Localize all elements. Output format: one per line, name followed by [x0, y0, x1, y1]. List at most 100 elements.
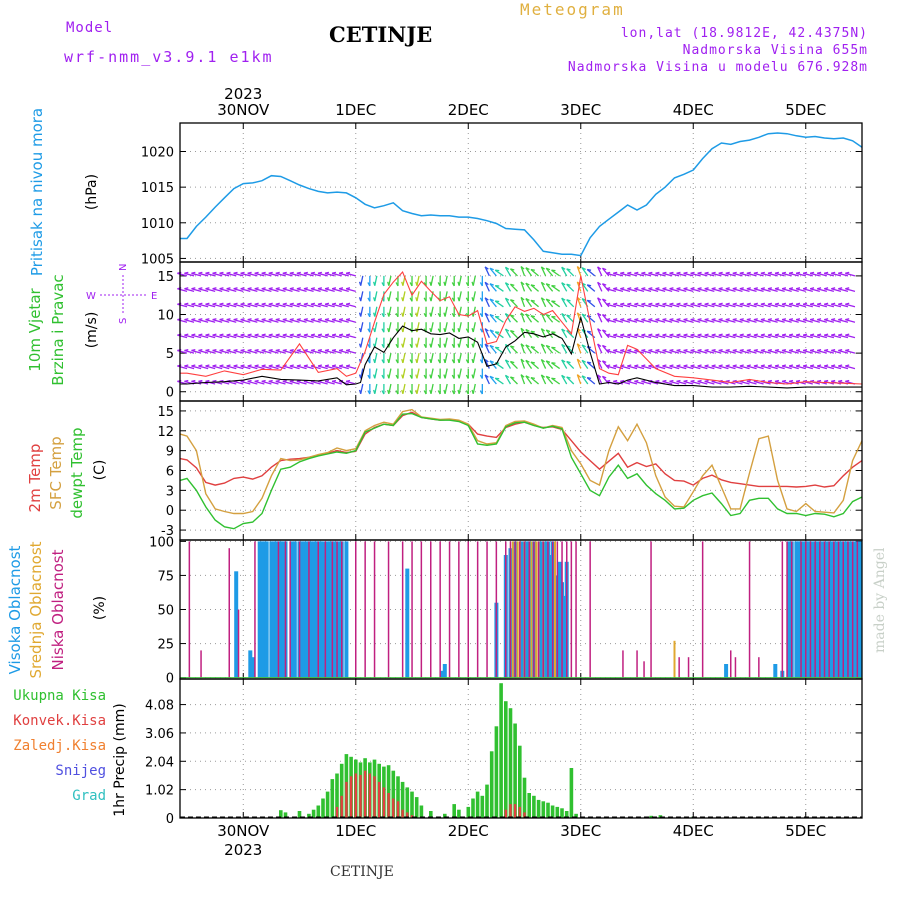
wind-arrow — [817, 365, 828, 370]
wind-arrow — [219, 349, 230, 354]
wind-arrow-head — [697, 379, 702, 383]
wind-arrow — [606, 319, 617, 323]
wind-arrow-head — [226, 348, 231, 352]
wind-arrow — [489, 375, 497, 385]
wind-arrow — [504, 328, 512, 339]
wind-arrow-head — [576, 358, 581, 363]
compass-north: N — [118, 264, 129, 271]
wind-arrow — [540, 343, 547, 354]
wind-arrow — [597, 266, 603, 277]
wind-arrow-head — [310, 348, 315, 352]
wind-arrow-head — [233, 333, 238, 336]
wind-arrow — [184, 272, 195, 277]
pressure-title: Pritisak na nivou mora — [28, 108, 46, 276]
wind-arrow-head — [205, 379, 210, 383]
cloud-bar — [834, 541, 839, 678]
wind-arrow — [338, 365, 349, 370]
wind-arrow — [690, 349, 701, 354]
wind-arrow-head — [268, 271, 273, 274]
wind-arrow-head — [697, 271, 702, 274]
wind-arrow — [458, 322, 462, 333]
wind-arrow — [317, 288, 328, 292]
wind-arrow — [606, 303, 617, 308]
wind-arrow — [472, 306, 476, 317]
precip-bar — [335, 806, 339, 818]
wind-arrow — [718, 303, 729, 308]
wind-arrow-head — [247, 302, 252, 305]
wind-arrow-head — [437, 359, 441, 364]
wind-arrow-head — [191, 287, 196, 290]
wind-arrow — [655, 365, 666, 370]
wind-arrow — [683, 365, 694, 370]
precip-bar — [504, 701, 508, 818]
cloud-bar — [313, 541, 318, 678]
wind-arrow — [374, 383, 378, 394]
wind-arrow — [586, 268, 596, 277]
wind-arrow — [597, 297, 603, 308]
wind-arrow-head — [409, 390, 413, 395]
cloud-bar — [200, 650, 202, 678]
wind-arrow-head — [739, 287, 744, 290]
wind-arrow — [824, 349, 835, 354]
wind-arrow-head — [838, 318, 843, 321]
wind-arrow-head — [254, 271, 259, 274]
wind-arrow — [282, 365, 293, 370]
wind-arrow-head — [282, 318, 287, 321]
wind-arrow — [690, 303, 701, 308]
wind-arrow — [606, 334, 617, 339]
wind-arrow-head — [205, 287, 210, 290]
wind-arrow-head — [423, 390, 427, 395]
wind-arrow-head — [247, 364, 252, 367]
wind-arrow — [648, 303, 659, 308]
wind-arrow — [484, 282, 490, 292]
wind-arrow-head — [810, 379, 815, 383]
wind-arrow — [240, 303, 251, 308]
wind-arrow-head — [530, 346, 535, 349]
ytick-label-pressure-3: 1020 — [141, 146, 174, 161]
wind-arrow — [838, 349, 849, 354]
cloud-bar — [467, 541, 469, 678]
cloud-bar — [237, 609, 240, 678]
wind-arrow — [545, 283, 554, 292]
wind-arrow-head — [219, 348, 224, 352]
wind-arrow-head — [788, 302, 794, 305]
wind-arrow-head — [683, 318, 688, 321]
wind-arrow — [430, 275, 434, 286]
wind-arrow — [504, 266, 512, 277]
wind-arrow — [845, 365, 856, 370]
wind-arrow — [601, 283, 610, 292]
day-label-top-2: 2DEC — [448, 101, 489, 119]
wind-arrow-head — [739, 271, 744, 274]
wind-arrow — [627, 349, 638, 354]
wind-arrow-head — [198, 318, 203, 321]
cloud-bar — [857, 541, 862, 678]
wind-arrow-head — [690, 379, 695, 383]
wind-arrow — [802, 334, 813, 339]
ytick-label-pressure-2: 1015 — [141, 181, 174, 196]
cloud-bar — [311, 541, 316, 678]
precip-bar — [466, 806, 471, 818]
wind-arrow-head — [415, 281, 418, 286]
ytick-label-wind-3: 15 — [157, 270, 174, 285]
wind-arrow-head — [760, 318, 765, 321]
wind-arrow-head — [606, 333, 611, 336]
wind-arrow — [725, 319, 736, 323]
wind-arrow-head — [810, 271, 815, 274]
cloud-bar — [837, 541, 840, 678]
wind-arrow — [494, 377, 504, 385]
wind-arrow-head — [409, 282, 413, 287]
wind-arrow-head — [581, 298, 586, 301]
wind-arrow — [233, 334, 244, 339]
wind-arrow — [226, 272, 237, 277]
wind-arrow — [753, 380, 764, 385]
wind-arrow — [566, 314, 575, 323]
wind-arrow-head — [525, 267, 530, 271]
wind-arrow — [458, 383, 462, 394]
wind-arrow-head — [697, 348, 702, 352]
wind-arrow — [732, 334, 743, 339]
wind-arrow — [345, 319, 356, 323]
wind-arrow-head — [561, 328, 566, 332]
wind-arrow-head — [810, 287, 815, 290]
cloud-bar — [344, 541, 349, 678]
wind-arrow-head — [471, 374, 474, 379]
